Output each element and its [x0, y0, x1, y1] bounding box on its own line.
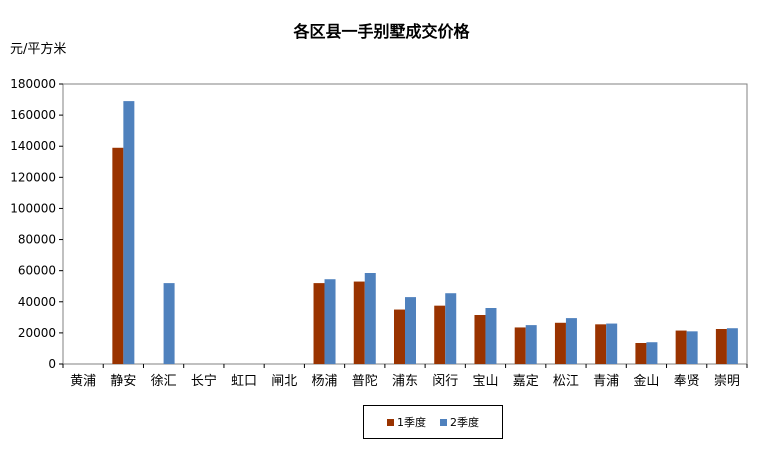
bar-series-1	[434, 305, 446, 364]
bar-series-2	[163, 283, 175, 364]
bar-series-1	[353, 281, 365, 364]
bar-series-2	[485, 308, 497, 364]
x-tick-label: 闵行	[432, 374, 458, 389]
bar-series-2	[726, 328, 738, 364]
legend-swatch-series-1	[387, 418, 394, 426]
y-tick-label: 160000	[10, 108, 56, 122]
x-tick-label: 徐汇	[151, 374, 177, 389]
legend-item-series-2: 2季度	[440, 414, 479, 430]
y-tick-label: 60000	[18, 264, 56, 278]
bar-series-2	[364, 273, 376, 364]
x-tick-label: 青浦	[593, 374, 619, 389]
legend-label-series-2: 2季度	[450, 416, 479, 429]
bar-series-2	[686, 331, 698, 364]
bar-series-2	[646, 342, 658, 364]
legend: 1季度 2季度	[363, 405, 503, 439]
x-tick-label: 松江	[553, 374, 579, 389]
x-tick-label: 杨浦	[312, 374, 338, 389]
x-tick-label: 奉贤	[674, 374, 700, 389]
legend-item-series-1: 1季度	[387, 414, 426, 430]
x-tick-label: 宝山	[472, 374, 498, 389]
bar-series-2	[565, 318, 577, 364]
y-tick-label: 80000	[18, 233, 56, 247]
bar-series-2	[445, 293, 457, 364]
bar-series-1	[715, 329, 727, 364]
x-tick-label: 虹口	[231, 374, 257, 389]
bar-series-2	[606, 323, 618, 364]
bars	[112, 101, 738, 364]
y-tick-label: 100000	[10, 201, 56, 215]
bar-series-1	[554, 322, 566, 364]
bar-series-1	[635, 343, 647, 364]
y-axis-unit-label: 元/平方米	[10, 42, 67, 57]
bar-series-2	[405, 297, 416, 364]
y-tick-label: 0	[48, 357, 56, 371]
x-tick-label: 普陀	[352, 373, 378, 389]
legend-label-series-1: 1季度	[397, 416, 426, 429]
x-tick-label: 崇明	[714, 374, 740, 389]
bar-series-1	[394, 309, 405, 364]
x-tick-label: 黄浦	[70, 374, 96, 389]
y-axis: 0 20000 40000 60000 80000 100000 120000 140000 1…	[10, 77, 63, 371]
y-tick-label: 140000	[10, 139, 56, 153]
y-tick-label: 40000	[18, 295, 56, 309]
y-tick-label: 180000	[10, 77, 56, 91]
x-axis: 黄浦 静安 徐汇 长宁 虹口 闸北 杨浦 普陀 浦东 闵行 宝山 嘉定 松江 青浦 金山 奉贤 崇明	[62, 364, 748, 389]
x-tick-label: 浦东	[392, 374, 418, 389]
bar-series-1	[313, 283, 325, 364]
y-tick-label: 120000	[10, 170, 56, 184]
bar-series-1	[514, 327, 526, 364]
bar-series-1	[675, 330, 687, 364]
bar-series-1	[474, 315, 486, 364]
bar-series-2	[525, 325, 537, 364]
x-tick-label: 长宁	[191, 373, 217, 389]
x-tick-label: 金山	[633, 373, 659, 389]
y-tick-label: 20000	[18, 326, 56, 340]
bar-series-2	[123, 101, 135, 364]
x-tick-label: 闸北	[271, 374, 297, 389]
bar-series-1	[595, 324, 607, 364]
legend-swatch-series-2	[440, 418, 447, 426]
bar-series-2	[324, 279, 336, 364]
x-tick-label: 嘉定	[513, 374, 539, 389]
bar-series-1	[112, 147, 124, 364]
x-tick-label: 静安	[110, 374, 136, 389]
chart-title: 各区县一手别墅成交价格	[293, 22, 470, 41]
